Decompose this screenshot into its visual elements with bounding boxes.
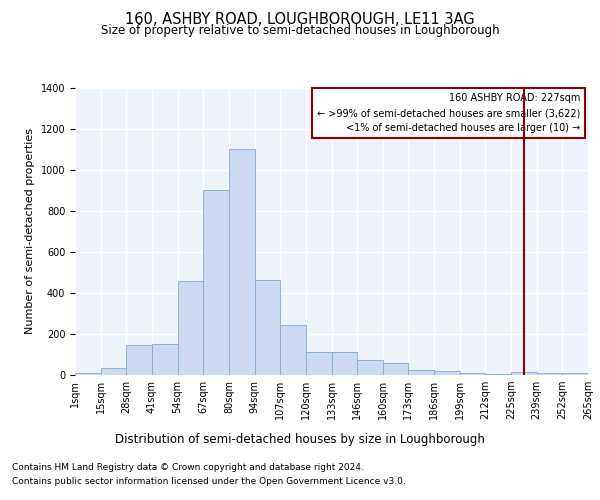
Bar (460, 372, 485, 375)
Bar (178, 280, 203, 375)
Bar (562, 373, 588, 375)
Bar (331, 352, 357, 375)
Bar (280, 324, 306, 375)
Bar (306, 352, 331, 375)
Bar (511, 372, 537, 375)
Bar (409, 370, 434, 375)
Bar (254, 280, 280, 375)
Bar (127, 345, 152, 375)
Text: Size of property relative to semi-detached houses in Loughborough: Size of property relative to semi-detach… (101, 24, 499, 37)
Bar (537, 374, 562, 375)
Bar (357, 360, 383, 375)
Bar (383, 362, 409, 375)
Text: Contains public sector information licensed under the Open Government Licence v3: Contains public sector information licen… (12, 478, 406, 486)
Text: Distribution of semi-detached houses by size in Loughborough: Distribution of semi-detached houses by … (115, 432, 485, 446)
Text: 160, ASHBY ROAD, LOUGHBOROUGH, LE11 3AG: 160, ASHBY ROAD, LOUGHBOROUGH, LE11 3AG (125, 12, 475, 28)
Text: 160 ASHBY ROAD: 227sqm
← >99% of semi-detached houses are smaller (3,622)
<1% of: 160 ASHBY ROAD: 227sqm ← >99% of semi-de… (317, 93, 580, 133)
Bar (101, 368, 127, 375)
Bar (152, 344, 178, 375)
Text: Contains HM Land Registry data © Crown copyright and database right 2024.: Contains HM Land Registry data © Crown c… (12, 462, 364, 471)
Bar (229, 149, 254, 375)
Bar (75, 373, 101, 375)
Bar (485, 374, 511, 375)
Y-axis label: Number of semi-detached properties: Number of semi-detached properties (25, 128, 35, 334)
Bar (203, 190, 229, 375)
Bar (434, 371, 460, 375)
